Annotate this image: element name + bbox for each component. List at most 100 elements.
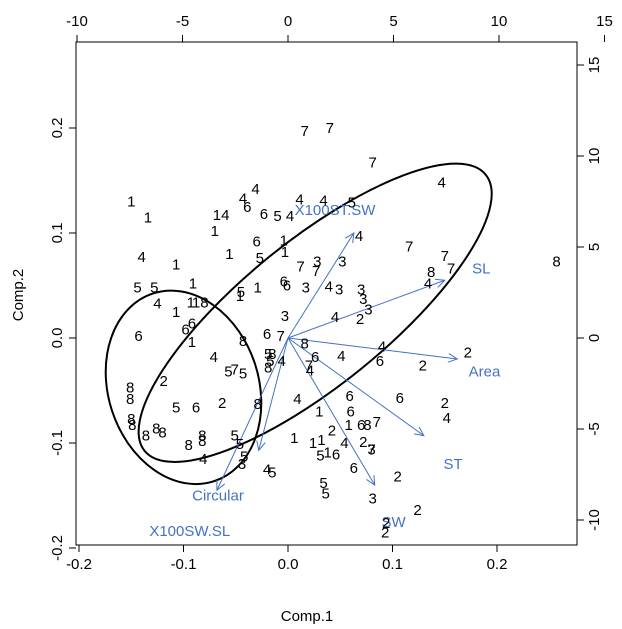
score-point: 1: [281, 244, 289, 261]
plot-frame: [75, 41, 578, 546]
loading-arrowhead: [256, 440, 266, 452]
loading-label: Circular: [192, 488, 244, 505]
score-point: 1: [236, 288, 244, 305]
score-point: 8: [158, 425, 166, 442]
score-point: 3: [238, 456, 246, 473]
loading-arrow: [287, 337, 458, 360]
score-point: 8: [264, 359, 272, 376]
loading-arrow: [287, 337, 425, 437]
score-point: 4: [251, 181, 259, 198]
score-point: 4: [437, 175, 445, 192]
score-point: 4: [210, 349, 218, 366]
score-point: 5: [224, 364, 232, 381]
score-point: 2: [464, 345, 472, 362]
score-point: 8: [142, 428, 150, 445]
score-point: 8: [127, 411, 135, 428]
loading-label: SW: [381, 514, 406, 531]
score-point: 7: [367, 441, 375, 458]
loading-arrowhead: [345, 232, 355, 243]
right-tick-label: 10: [586, 148, 603, 165]
score-point: 8: [198, 433, 206, 450]
score-point: 4: [199, 451, 207, 468]
loading-label: X100ST.SW: [295, 202, 377, 219]
score-point: 3: [357, 282, 365, 299]
score-point: 4: [340, 435, 348, 452]
score-point: 5: [172, 399, 180, 416]
score-point: 4: [153, 295, 161, 312]
score-point: 3: [368, 491, 376, 508]
right-tick-label: 5: [586, 243, 603, 251]
score-point: 1: [144, 209, 152, 226]
score-point: 7: [301, 123, 309, 140]
score-point: 2: [382, 515, 390, 532]
score-point: 5: [133, 280, 141, 297]
right-tick-label: -10: [586, 509, 603, 531]
loading-arrowhead: [447, 353, 459, 363]
score-point: 8: [239, 333, 247, 350]
score-point: 5: [316, 448, 324, 465]
right-tick-label: 0: [586, 334, 603, 342]
score-point: 8: [363, 417, 371, 434]
score-point: 3: [335, 282, 343, 299]
score-point: 6: [357, 417, 365, 434]
score-point: 4: [443, 410, 451, 427]
score-point: 1: [324, 444, 332, 461]
score-point: 6: [260, 206, 268, 223]
y-tick-label: -0.2: [49, 535, 66, 561]
loading-vectors: X100ST.SW SL Area ST SW Circular X100SW.SL: [149, 202, 501, 540]
score-point: 3: [338, 253, 346, 270]
score-point: 4: [319, 192, 327, 209]
score-point: 7: [296, 259, 304, 276]
score-point: 4: [424, 275, 432, 292]
group-ellipse: [104, 289, 263, 486]
score-point: 1: [290, 430, 298, 447]
score-point: 1: [344, 417, 352, 434]
score-point: 6: [192, 399, 200, 416]
score-point: 7: [312, 263, 320, 280]
score-point: 8: [427, 264, 435, 281]
score-point: 5: [239, 366, 247, 383]
x-tick-label: -0.2: [66, 556, 92, 573]
score-point: 1: [187, 294, 195, 311]
top-tick-label: 5: [389, 13, 397, 30]
score-point: 7: [447, 261, 455, 278]
loading-arrowhead: [366, 474, 376, 486]
score-point: 2: [381, 524, 389, 541]
loading-arrow: [287, 279, 445, 339]
loading-arrowhead: [434, 278, 446, 288]
score-point: 6: [181, 322, 189, 339]
score-point: 7: [305, 357, 313, 374]
score-point: 5: [236, 436, 244, 453]
score-point: 8: [126, 379, 134, 396]
x-tick-label: 0.0: [278, 556, 299, 573]
top-tick-label: 10: [491, 13, 508, 30]
score-point: 5: [264, 346, 272, 363]
score-point: 6: [350, 460, 358, 477]
score-point: 1: [127, 194, 135, 211]
score-point: 5: [237, 284, 245, 301]
x-tick-label: 0.2: [487, 556, 508, 573]
y-tick-label: -0.1: [49, 430, 66, 456]
score-point: 1: [172, 257, 180, 274]
score-point: 1: [317, 432, 325, 449]
x-tick-label: 0.1: [382, 556, 403, 573]
score-point: 7: [405, 239, 413, 256]
top-tick-label: 0: [284, 13, 292, 30]
score-point: 3: [359, 291, 367, 308]
loading-arrow: [258, 337, 289, 451]
score-point: 5: [348, 195, 356, 212]
top-tick-label: -10: [66, 13, 88, 30]
y-tick-label: 0.2: [49, 118, 66, 139]
score-point: 2: [413, 502, 421, 519]
loading-label: Area: [469, 364, 501, 381]
score-point: 6: [311, 349, 319, 366]
score-point: 2: [356, 311, 364, 328]
score-point: 7: [277, 328, 285, 345]
confidence-ellipses: [104, 162, 493, 486]
x-tick-label: -0.1: [171, 556, 197, 573]
score-point: 6: [347, 404, 355, 421]
score-point: 6: [252, 233, 260, 250]
score-point: 1: [188, 334, 196, 351]
